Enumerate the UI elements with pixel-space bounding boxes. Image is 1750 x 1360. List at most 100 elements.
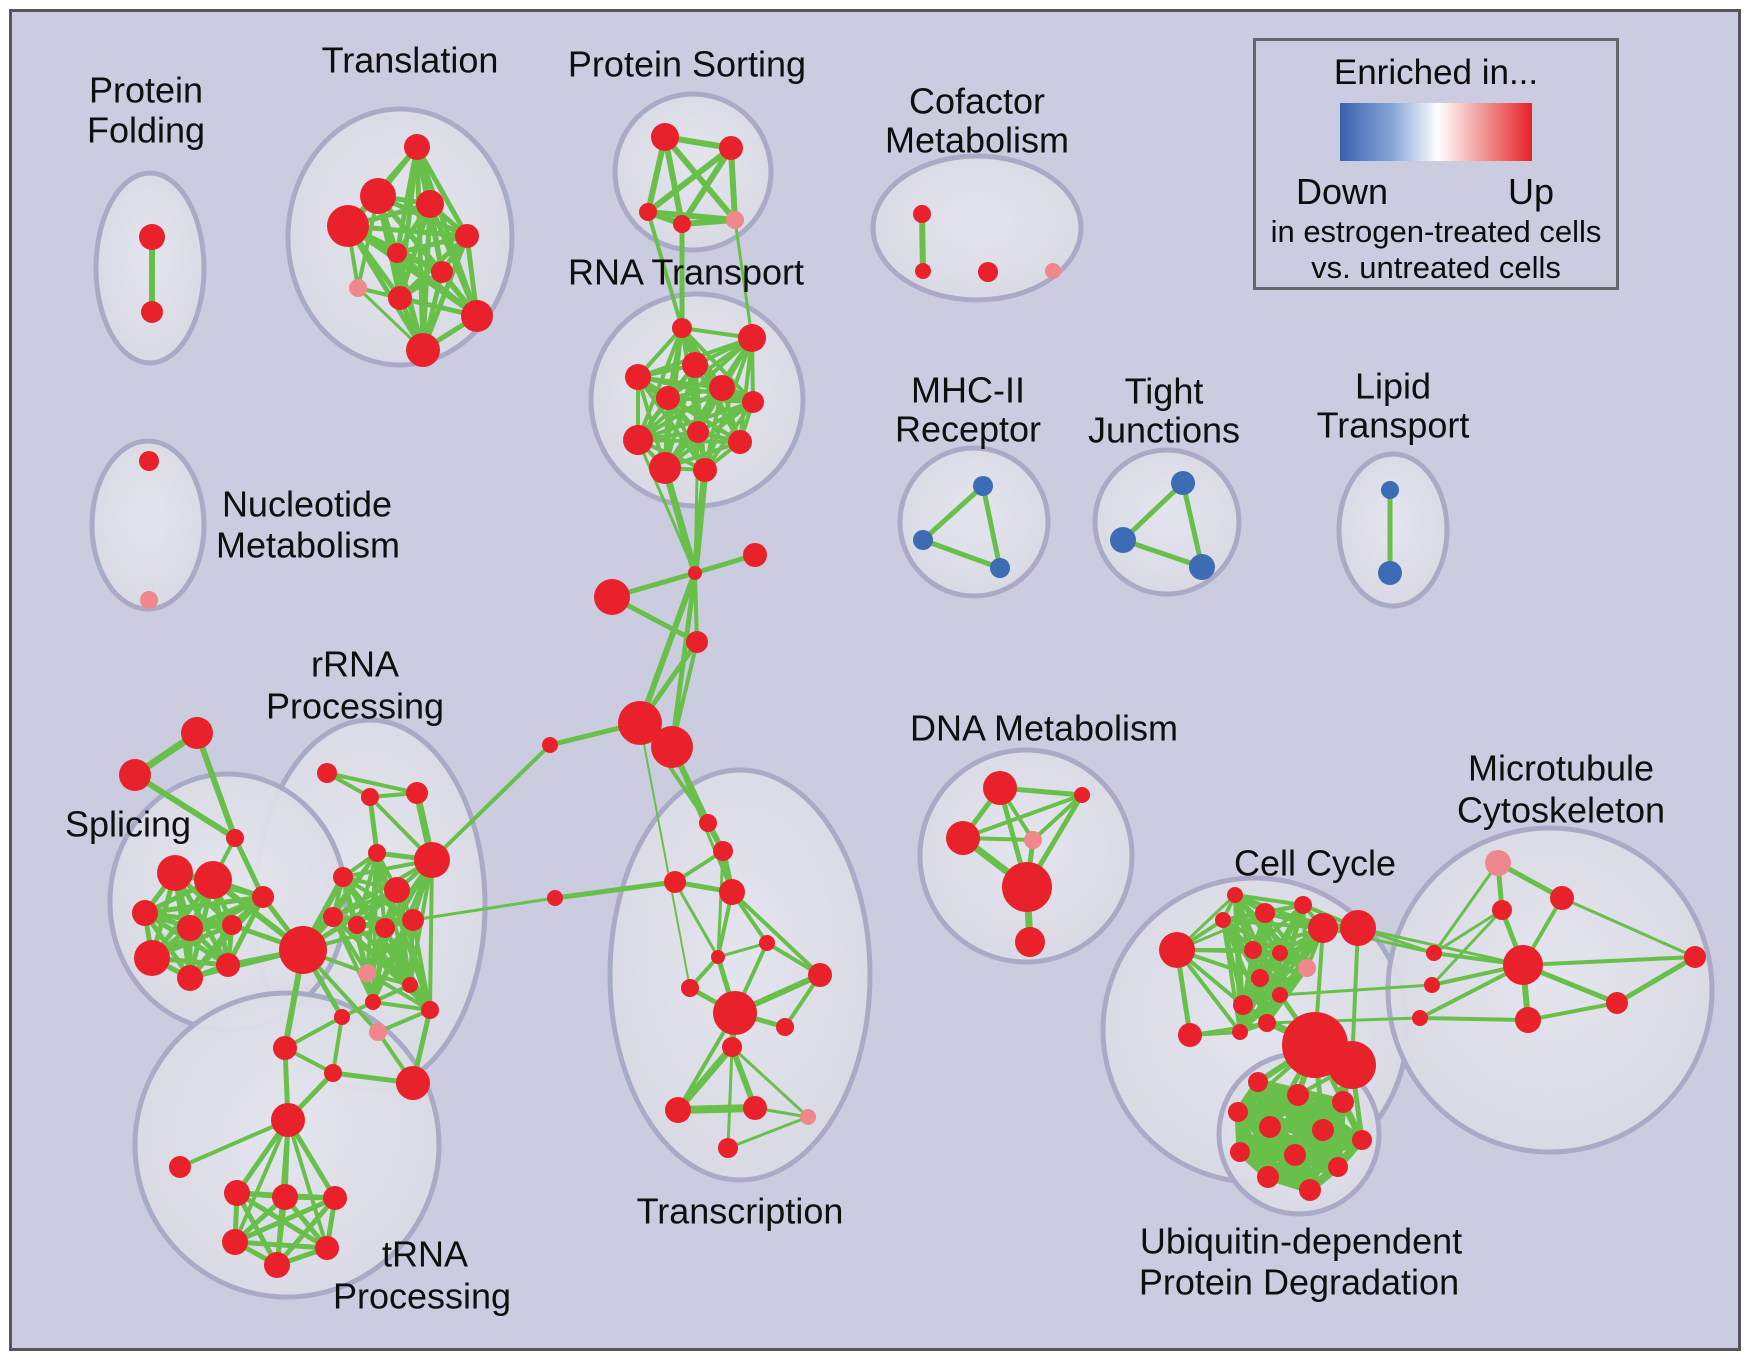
- network-node: [387, 243, 407, 263]
- network-node: [1328, 1041, 1376, 1089]
- network-edge: [1120, 480, 1186, 543]
- network-node: [1272, 945, 1288, 961]
- network-node: [743, 543, 767, 567]
- network-edge: [645, 145, 734, 215]
- network-node: [334, 1009, 350, 1025]
- cluster-label: Cofactor: [909, 81, 1045, 122]
- cluster-label: Transcription: [637, 1191, 844, 1232]
- network-node: [132, 900, 158, 926]
- network-node: [1284, 1144, 1306, 1166]
- network-node: [1227, 887, 1243, 903]
- network-node: [718, 1138, 738, 1158]
- network-node: [194, 861, 232, 899]
- legend-down-label: Down: [1296, 171, 1389, 212]
- network-node: [1294, 896, 1312, 914]
- network-edge: [646, 210, 684, 330]
- network-node: [1248, 1072, 1268, 1092]
- network-node: [404, 134, 430, 160]
- network-node: [651, 726, 693, 768]
- network-node: [1340, 910, 1376, 946]
- network-edge: [674, 1043, 736, 1114]
- network-node: [139, 451, 159, 471]
- network-edge: [637, 570, 698, 726]
- network-edge: [1418, 1016, 1530, 1022]
- network-edge: [636, 400, 755, 442]
- network-node: [1233, 995, 1253, 1015]
- network-edge: [1188, 1021, 1269, 1037]
- network-node: [1272, 987, 1288, 1003]
- network-edge: [365, 918, 415, 975]
- network-node: [990, 558, 1010, 578]
- cluster-tight-junctions: [1092, 447, 1242, 597]
- cluster-label: Nucleotide: [222, 484, 392, 525]
- network-node: [1002, 862, 1052, 912]
- network-node: [1381, 481, 1399, 499]
- network-node: [1299, 1179, 1321, 1201]
- network-node: [1287, 1084, 1309, 1106]
- network-node: [216, 953, 240, 977]
- legend-subtitle-line1: in estrogen-treated cells: [1270, 214, 1602, 249]
- network-edge: [331, 915, 375, 1004]
- cluster-label: Metabolism: [885, 120, 1069, 161]
- network-node: [1015, 927, 1045, 957]
- network-edge: [980, 483, 1003, 571]
- network-node: [348, 916, 366, 934]
- network-node: [1215, 912, 1231, 928]
- cluster-nucleotide-metabolism: [89, 438, 207, 612]
- network-node: [639, 203, 657, 221]
- network-edge: [636, 326, 684, 442]
- network-node: [1332, 1091, 1354, 1113]
- network-edge: [1430, 908, 1504, 987]
- network-node: [1308, 913, 1338, 943]
- cluster-label: Cell Cycle: [1234, 843, 1396, 884]
- network-node: [1178, 1023, 1202, 1047]
- legend-up-label: Up: [1507, 171, 1554, 212]
- network-node: [946, 821, 980, 855]
- network-edge: [331, 915, 432, 1012]
- network-node: [1515, 1007, 1541, 1033]
- network-edge: [274, 1195, 338, 1268]
- network-edge: [286, 1118, 329, 1250]
- network-edge: [728, 145, 738, 223]
- network-edge: [1278, 983, 1434, 997]
- network-edge: [693, 430, 700, 575]
- cluster-label: Splicing: [65, 804, 191, 845]
- network-node: [776, 1018, 794, 1036]
- network-node: [664, 871, 686, 893]
- network-edge: [1356, 926, 1525, 967]
- network-edge: [414, 144, 470, 239]
- network-node: [455, 224, 479, 248]
- network-edge: [371, 918, 415, 1004]
- network-node: [711, 950, 725, 964]
- network-node: [273, 1036, 297, 1060]
- network-node: [119, 759, 151, 791]
- network-node: [1550, 886, 1574, 910]
- network-node: [1257, 1166, 1279, 1188]
- network-node: [384, 877, 410, 903]
- network-edge: [1614, 954, 1698, 1006]
- cluster-label: Lipid: [1355, 366, 1431, 407]
- network-node: [181, 717, 213, 749]
- network-node: [1684, 946, 1706, 968]
- network-node: [709, 375, 735, 401]
- network-edge: [1526, 1001, 1619, 1022]
- network-node: [1485, 850, 1511, 876]
- network-node: [686, 631, 708, 653]
- network-edge: [1560, 896, 1697, 959]
- network-edge: [716, 941, 769, 959]
- network-edge: [194, 730, 238, 841]
- network-node: [1255, 903, 1275, 923]
- network-edge: [639, 722, 691, 989]
- network-node: [625, 364, 651, 390]
- network-node: [140, 591, 158, 609]
- network-node: [224, 1180, 250, 1206]
- network-node: [726, 211, 744, 229]
- network-node: [542, 737, 558, 753]
- network-node: [983, 771, 1017, 805]
- network-edge: [636, 375, 707, 472]
- network-node: [402, 977, 418, 993]
- network-edge: [331, 858, 434, 919]
- network-edge: [1234, 1098, 1347, 1116]
- network-edge: [1221, 918, 1242, 1034]
